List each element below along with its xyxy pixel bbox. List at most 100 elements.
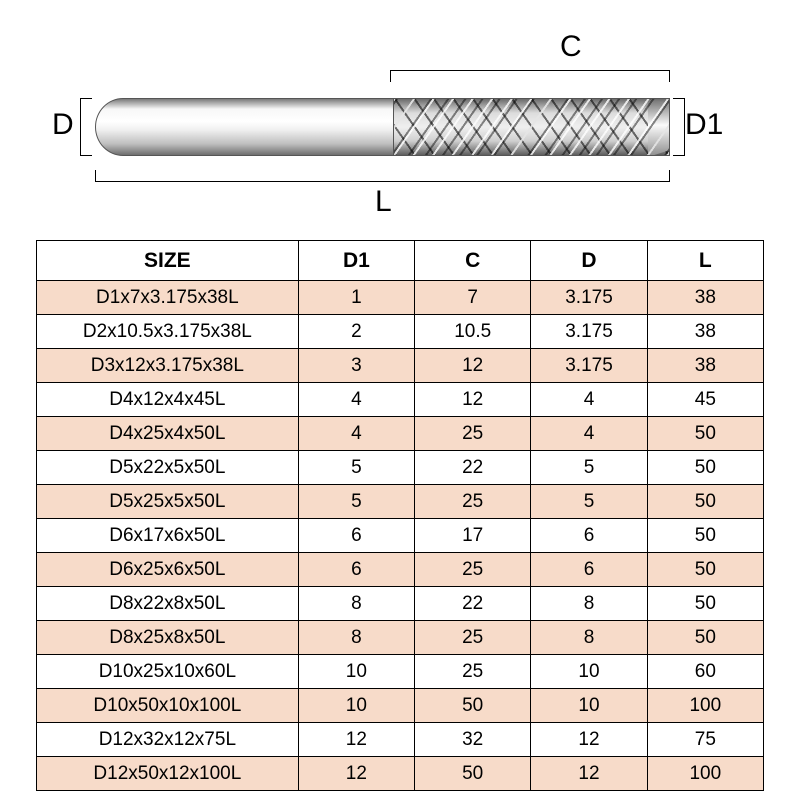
table-cell: 6 [531, 553, 647, 587]
table-cell: 38 [647, 349, 763, 383]
table-cell: 38 [647, 281, 763, 315]
table-cell: 25 [415, 655, 531, 689]
dim-bracket-d1 [673, 98, 685, 156]
table-cell: 6 [531, 519, 647, 553]
table-row: D5x25x5x50L525550 [37, 485, 764, 519]
table-row: D10x50x10x100L105010100 [37, 689, 764, 723]
table-cell: 25 [415, 621, 531, 655]
table-row: D6x17x6x50L617650 [37, 519, 764, 553]
table-cell: D8x25x8x50L [37, 621, 299, 655]
dim-label-d: D [52, 108, 74, 142]
table-cell: 4 [298, 383, 414, 417]
table-cell: 17 [415, 519, 531, 553]
table-row: D2x10.5x3.175x38L210.53.17538 [37, 315, 764, 349]
tool-diagram: C D D1 L [90, 30, 710, 220]
table-cell: 75 [647, 723, 763, 757]
table-cell: 12 [531, 723, 647, 757]
table-header-row: SIZE D1 C D L [37, 241, 764, 281]
table-cell: D2x10.5x3.175x38L [37, 315, 299, 349]
table-cell: 5 [298, 451, 414, 485]
table-cell: 100 [647, 689, 763, 723]
table-row: D10x25x10x60L10251060 [37, 655, 764, 689]
dim-bracket-l [95, 170, 670, 182]
table-row: D6x25x6x50L625650 [37, 553, 764, 587]
table-cell: 8 [531, 587, 647, 621]
table-cell: 4 [298, 417, 414, 451]
table-cell: D8x22x8x50L [37, 587, 299, 621]
table-cell: 25 [415, 485, 531, 519]
dim-label-c: C [560, 30, 582, 64]
table-cell: 8 [298, 621, 414, 655]
dim-bracket-d [80, 98, 92, 156]
table-cell: 50 [415, 689, 531, 723]
table-cell: 10 [531, 689, 647, 723]
table-cell: 4 [531, 383, 647, 417]
table-cell: 12 [415, 349, 531, 383]
dim-label-l: L [375, 185, 392, 219]
col-l: L [647, 241, 763, 281]
table-cell: D3x12x3.175x38L [37, 349, 299, 383]
table-row: D1x7x3.175x38L173.17538 [37, 281, 764, 315]
table-cell: 100 [647, 757, 763, 791]
table-cell: D12x32x12x75L [37, 723, 299, 757]
table-cell: 8 [531, 621, 647, 655]
table-row: D4x12x4x45L412445 [37, 383, 764, 417]
table-cell: 50 [647, 417, 763, 451]
size-table: SIZE D1 C D L D1x7x3.175x38L173.17538D2x… [36, 240, 764, 791]
table-cell: 50 [647, 485, 763, 519]
table-cell: 50 [415, 757, 531, 791]
table-cell: 12 [298, 723, 414, 757]
table-cell: D1x7x3.175x38L [37, 281, 299, 315]
table-cell: D12x50x12x100L [37, 757, 299, 791]
table-cell: 6 [298, 553, 414, 587]
table-cell: D10x50x10x100L [37, 689, 299, 723]
dim-bracket-c [390, 70, 670, 82]
table-cell: 12 [415, 383, 531, 417]
table-row: D8x25x8x50L825850 [37, 621, 764, 655]
tool-flute [393, 98, 670, 156]
tool-body [95, 98, 670, 156]
table-cell: 50 [647, 519, 763, 553]
table-cell: 25 [415, 417, 531, 451]
table-cell: 3.175 [531, 315, 647, 349]
col-d1: D1 [298, 241, 414, 281]
table-row: D12x50x12x100L125012100 [37, 757, 764, 791]
table-cell: 22 [415, 451, 531, 485]
table-cell: 60 [647, 655, 763, 689]
table-cell: D5x25x5x50L [37, 485, 299, 519]
table-cell: 12 [531, 757, 647, 791]
table-cell: 38 [647, 315, 763, 349]
table-cell: 7 [415, 281, 531, 315]
table-row: D4x25x4x50L425450 [37, 417, 764, 451]
table-cell: 32 [415, 723, 531, 757]
tool-tip [648, 99, 670, 156]
table-cell: 5 [298, 485, 414, 519]
col-c: C [415, 241, 531, 281]
table-cell: 25 [415, 553, 531, 587]
table-cell: 5 [531, 485, 647, 519]
table-cell: 10 [531, 655, 647, 689]
table-cell: 3.175 [531, 349, 647, 383]
table-cell: 50 [647, 587, 763, 621]
col-d: D [531, 241, 647, 281]
table-cell: 6 [298, 519, 414, 553]
table-row: D3x12x3.175x38L3123.17538 [37, 349, 764, 383]
table-cell: 2 [298, 315, 414, 349]
table-cell: 10 [298, 655, 414, 689]
table-cell: 8 [298, 587, 414, 621]
table-cell: 1 [298, 281, 414, 315]
table-cell: D6x17x6x50L [37, 519, 299, 553]
table-row: D8x22x8x50L822850 [37, 587, 764, 621]
table-cell: 10.5 [415, 315, 531, 349]
table-cell: 5 [531, 451, 647, 485]
table-cell: 50 [647, 451, 763, 485]
table-cell: 50 [647, 553, 763, 587]
table-cell: 45 [647, 383, 763, 417]
table-cell: 3.175 [531, 281, 647, 315]
tool-shank [95, 98, 395, 156]
table-row: D5x22x5x50L522550 [37, 451, 764, 485]
table-cell: D4x25x4x50L [37, 417, 299, 451]
table-cell: 4 [531, 417, 647, 451]
col-size: SIZE [37, 241, 299, 281]
table-cell: D4x12x4x45L [37, 383, 299, 417]
